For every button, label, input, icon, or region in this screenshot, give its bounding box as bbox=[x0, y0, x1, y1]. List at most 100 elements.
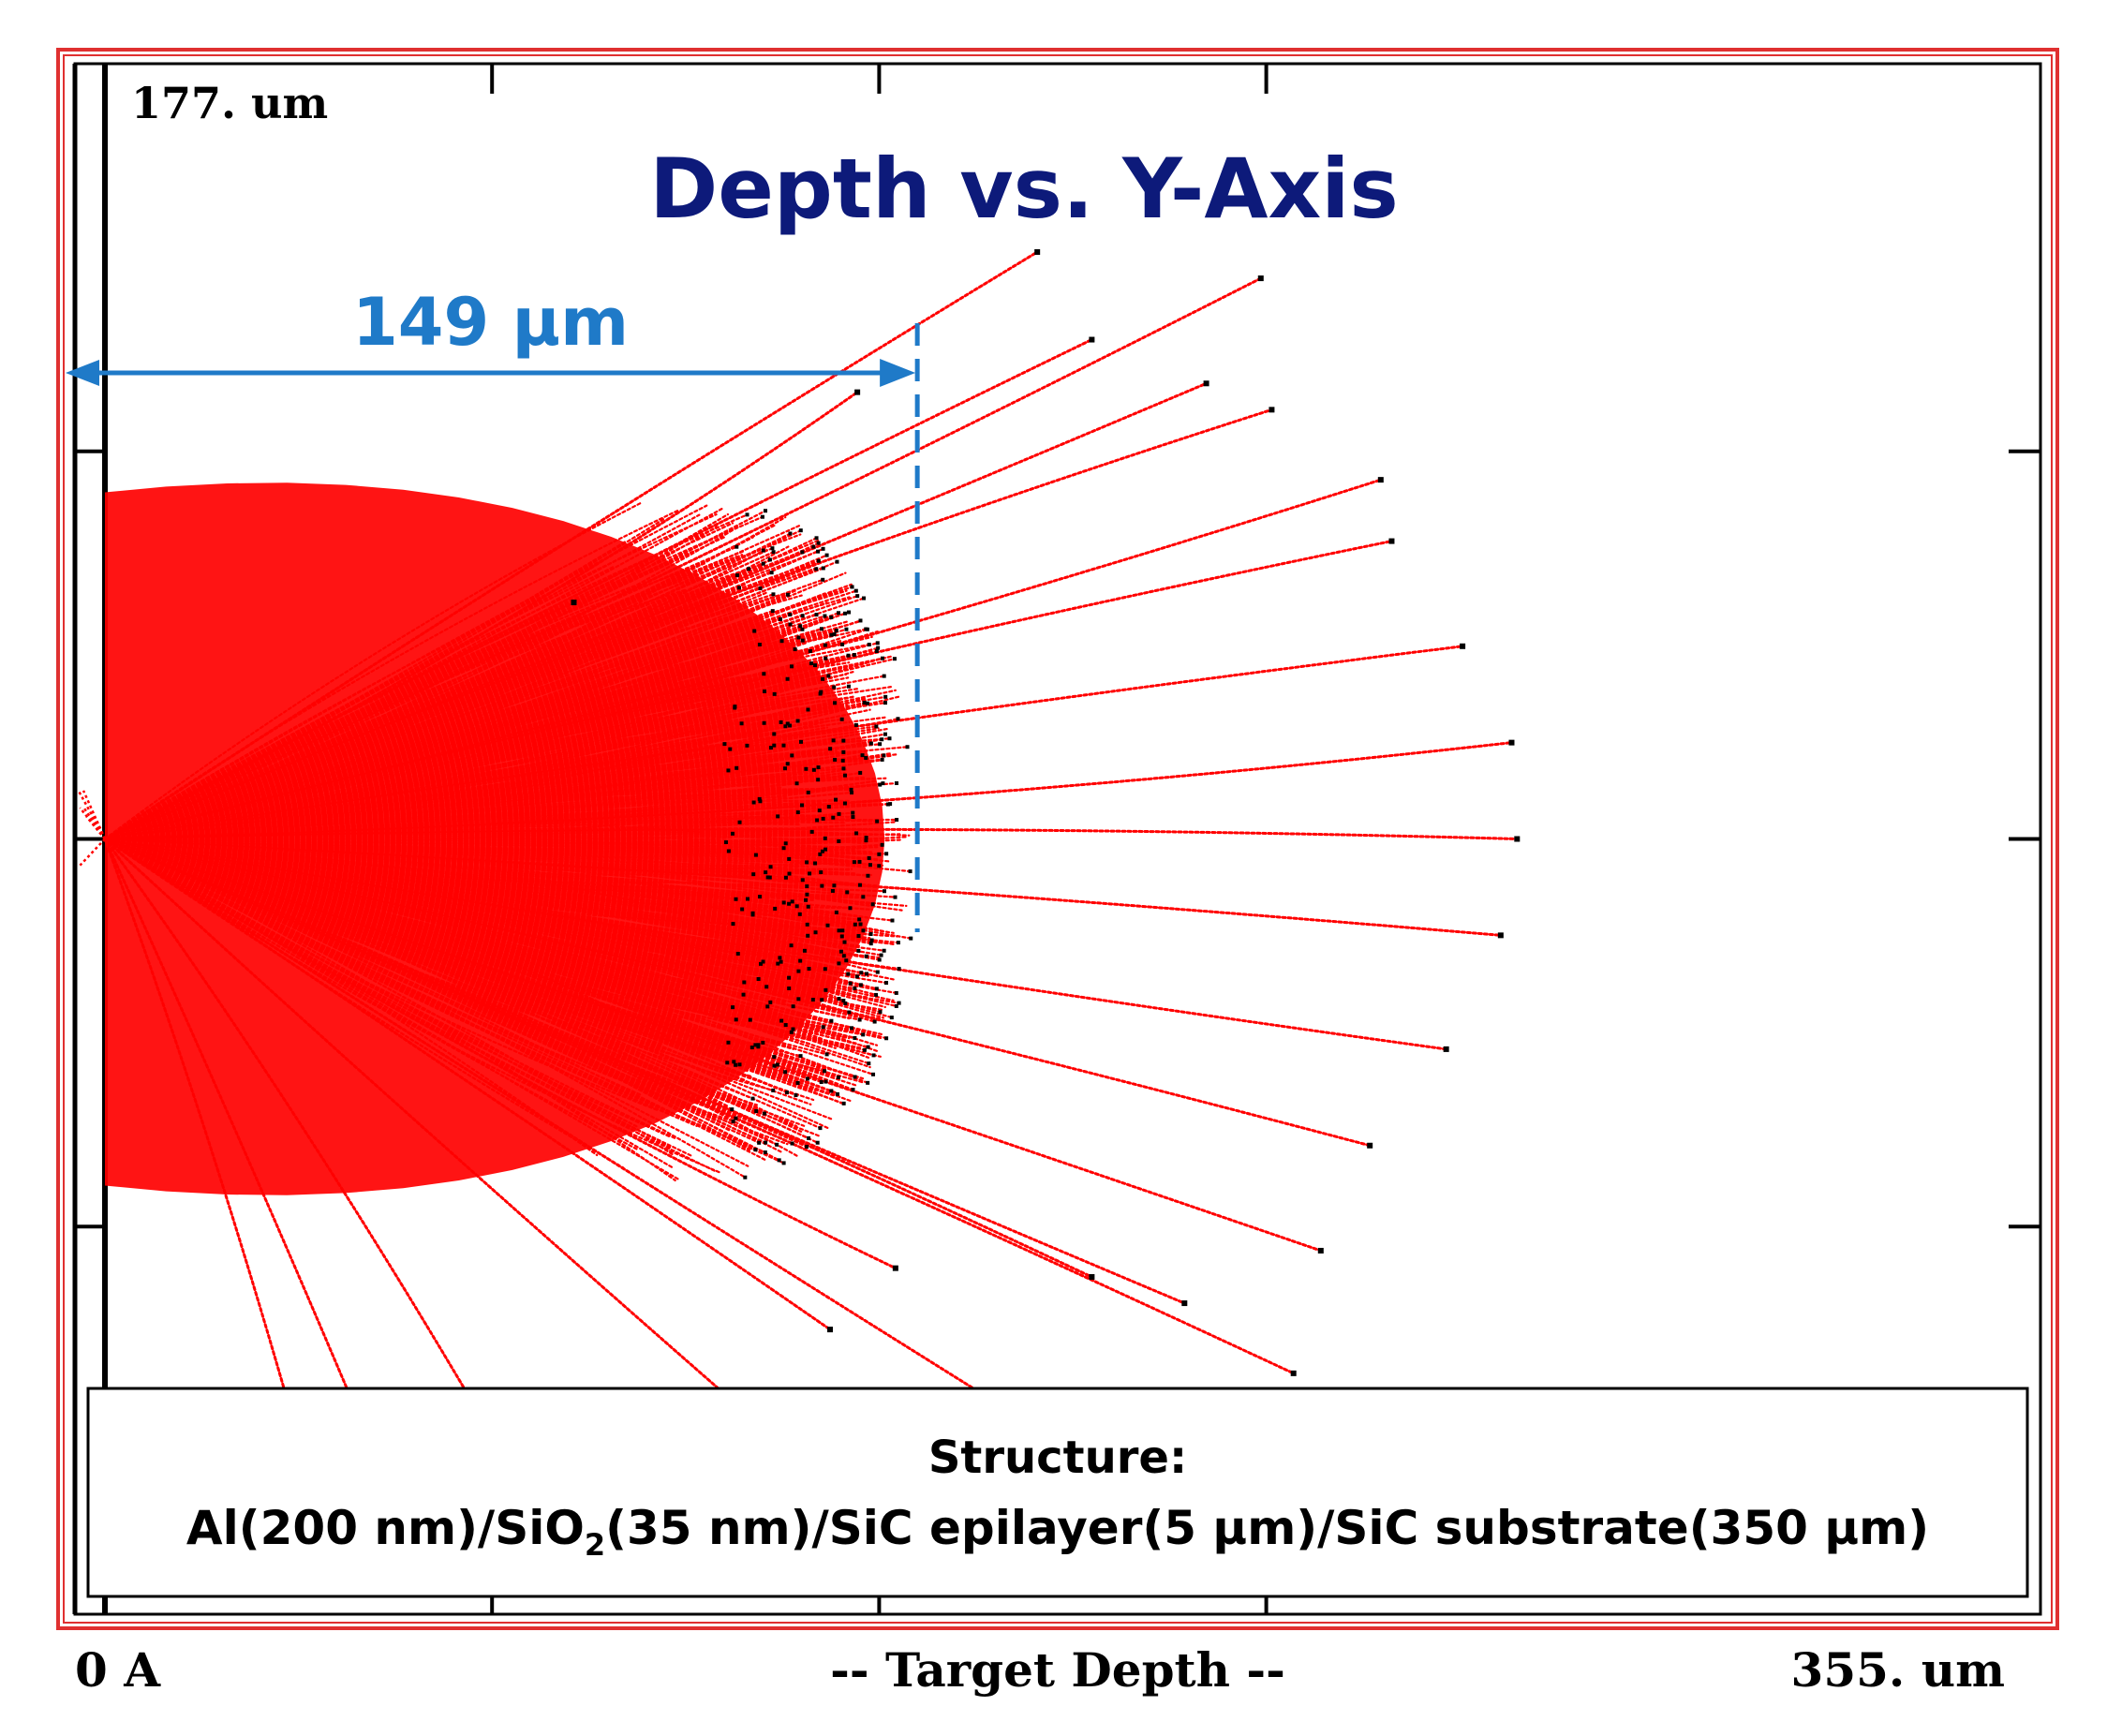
endpoint-dot bbox=[789, 943, 794, 948]
endpoint-dot bbox=[795, 719, 800, 723]
endpoint-dot bbox=[806, 707, 810, 712]
endpoint-dot bbox=[768, 1000, 773, 1004]
endpoint-dot bbox=[826, 674, 831, 678]
endpoint-dot bbox=[853, 986, 857, 990]
endpoint-dot bbox=[867, 643, 871, 647]
endpoint-dot bbox=[814, 567, 819, 571]
endpoint-dot bbox=[878, 742, 883, 747]
endpoint-dot bbox=[762, 720, 766, 725]
endpoint-dot bbox=[874, 648, 879, 653]
outlier-trajectory bbox=[103, 827, 1519, 840]
endpoint-dot bbox=[884, 852, 889, 856]
endpoint-dot bbox=[787, 975, 792, 980]
endpoint-dot bbox=[897, 1001, 901, 1005]
endpoint-dot bbox=[866, 873, 870, 878]
endpoint-dot bbox=[866, 1045, 870, 1049]
endpoint-dot bbox=[796, 969, 801, 973]
endpoint-dot bbox=[746, 897, 750, 901]
endpoint-dot bbox=[726, 1040, 731, 1045]
endpoint-dot bbox=[783, 724, 788, 729]
endpoint-dot bbox=[895, 817, 899, 822]
endpoint-dot bbox=[823, 643, 827, 647]
endpoint-dot bbox=[909, 936, 913, 941]
endpoint-dot bbox=[824, 1079, 828, 1084]
y-max-label: 177. um bbox=[131, 78, 328, 128]
endpoint-dot bbox=[757, 1140, 762, 1145]
endpoint-dot bbox=[823, 614, 827, 618]
endpoint-dot bbox=[1089, 1274, 1095, 1281]
endpoint-dot bbox=[756, 1045, 761, 1049]
endpoint-dot bbox=[823, 836, 827, 840]
range-arrow-left-head bbox=[66, 360, 99, 386]
endpoint-dot bbox=[726, 768, 731, 773]
x-min-label: 0 A bbox=[75, 1642, 161, 1698]
endpoint-dot bbox=[868, 932, 873, 937]
endpoint-dot bbox=[783, 1023, 788, 1028]
outlier-trajectory bbox=[103, 250, 1039, 840]
outer-frame-inner bbox=[63, 54, 2053, 1624]
endpoint-dot bbox=[761, 1040, 765, 1045]
endpoint-dot bbox=[882, 948, 886, 953]
endpoint-dot bbox=[875, 970, 880, 974]
endpoint-dot bbox=[843, 773, 848, 778]
endpoint-dot bbox=[832, 631, 837, 636]
endpoint-dot bbox=[887, 736, 892, 741]
endpoint-dot bbox=[790, 753, 794, 758]
endpoint-dot bbox=[827, 1327, 834, 1333]
endpoint-dot bbox=[810, 998, 815, 1002]
endpoint-dot bbox=[797, 912, 802, 916]
endpoint-dot bbox=[748, 1017, 752, 1022]
endpoint-dot bbox=[785, 592, 790, 597]
endpoint-dot bbox=[905, 745, 910, 749]
endpoint-dot bbox=[1317, 1247, 1324, 1254]
endpoint-dot bbox=[769, 571, 774, 575]
endpoint-dot bbox=[1089, 336, 1095, 343]
endpoint-dot bbox=[824, 987, 828, 992]
endpoint-dot bbox=[778, 956, 782, 960]
endpoint-dot bbox=[785, 721, 790, 726]
endpoint-dot bbox=[867, 1061, 871, 1066]
endpoint-dot bbox=[798, 1054, 803, 1059]
endpoint-dot bbox=[861, 928, 866, 933]
endpoint-dot bbox=[791, 1027, 795, 1031]
outlier-trajectory bbox=[103, 838, 1093, 1279]
endpoint-dot bbox=[753, 853, 758, 857]
endpoint-dot bbox=[739, 721, 744, 726]
ion-trajectories bbox=[78, 250, 1519, 1551]
endpoint-dot bbox=[735, 951, 740, 956]
endpoint-dot bbox=[732, 1060, 736, 1064]
endpoint-dot bbox=[850, 585, 854, 589]
endpoint-dot bbox=[840, 928, 845, 933]
endpoint-dot bbox=[730, 1107, 734, 1112]
endpoint-dot bbox=[734, 1116, 738, 1120]
endpoint-dot bbox=[768, 746, 773, 750]
endpoint-dot bbox=[790, 664, 794, 669]
endpoint-dot bbox=[781, 743, 786, 748]
endpoint-dot bbox=[892, 657, 897, 661]
endpoint-dot bbox=[781, 900, 786, 905]
endpoint-dot bbox=[750, 1096, 755, 1101]
endpoint-dot bbox=[871, 1053, 876, 1058]
endpoint-dot bbox=[1290, 1370, 1297, 1376]
endpoint-dot bbox=[773, 906, 778, 911]
endpoint-dot bbox=[782, 766, 787, 771]
endpoint-dot bbox=[868, 942, 873, 946]
endpoint-dot bbox=[800, 550, 805, 555]
endpoint-dot bbox=[849, 787, 853, 792]
endpoint-dot bbox=[734, 897, 738, 901]
endpoint-dot bbox=[856, 934, 861, 939]
endpoint-dot bbox=[726, 849, 731, 853]
endpoint-dot bbox=[779, 959, 783, 964]
endpoint-dot bbox=[1181, 1300, 1188, 1307]
endpoint-dot bbox=[846, 972, 851, 976]
endpoint-dot bbox=[749, 1046, 754, 1050]
endpoint-dot bbox=[771, 1088, 776, 1092]
endpoint-dot bbox=[758, 586, 763, 591]
endpoint-dot bbox=[821, 577, 825, 582]
endpoint-dot bbox=[862, 701, 867, 705]
endpoint-dot bbox=[788, 613, 793, 617]
endpoint-dot bbox=[850, 790, 854, 794]
endpoint-dot bbox=[800, 614, 805, 618]
endpoint-dot bbox=[871, 1072, 876, 1076]
endpoint-dot bbox=[805, 1076, 809, 1081]
